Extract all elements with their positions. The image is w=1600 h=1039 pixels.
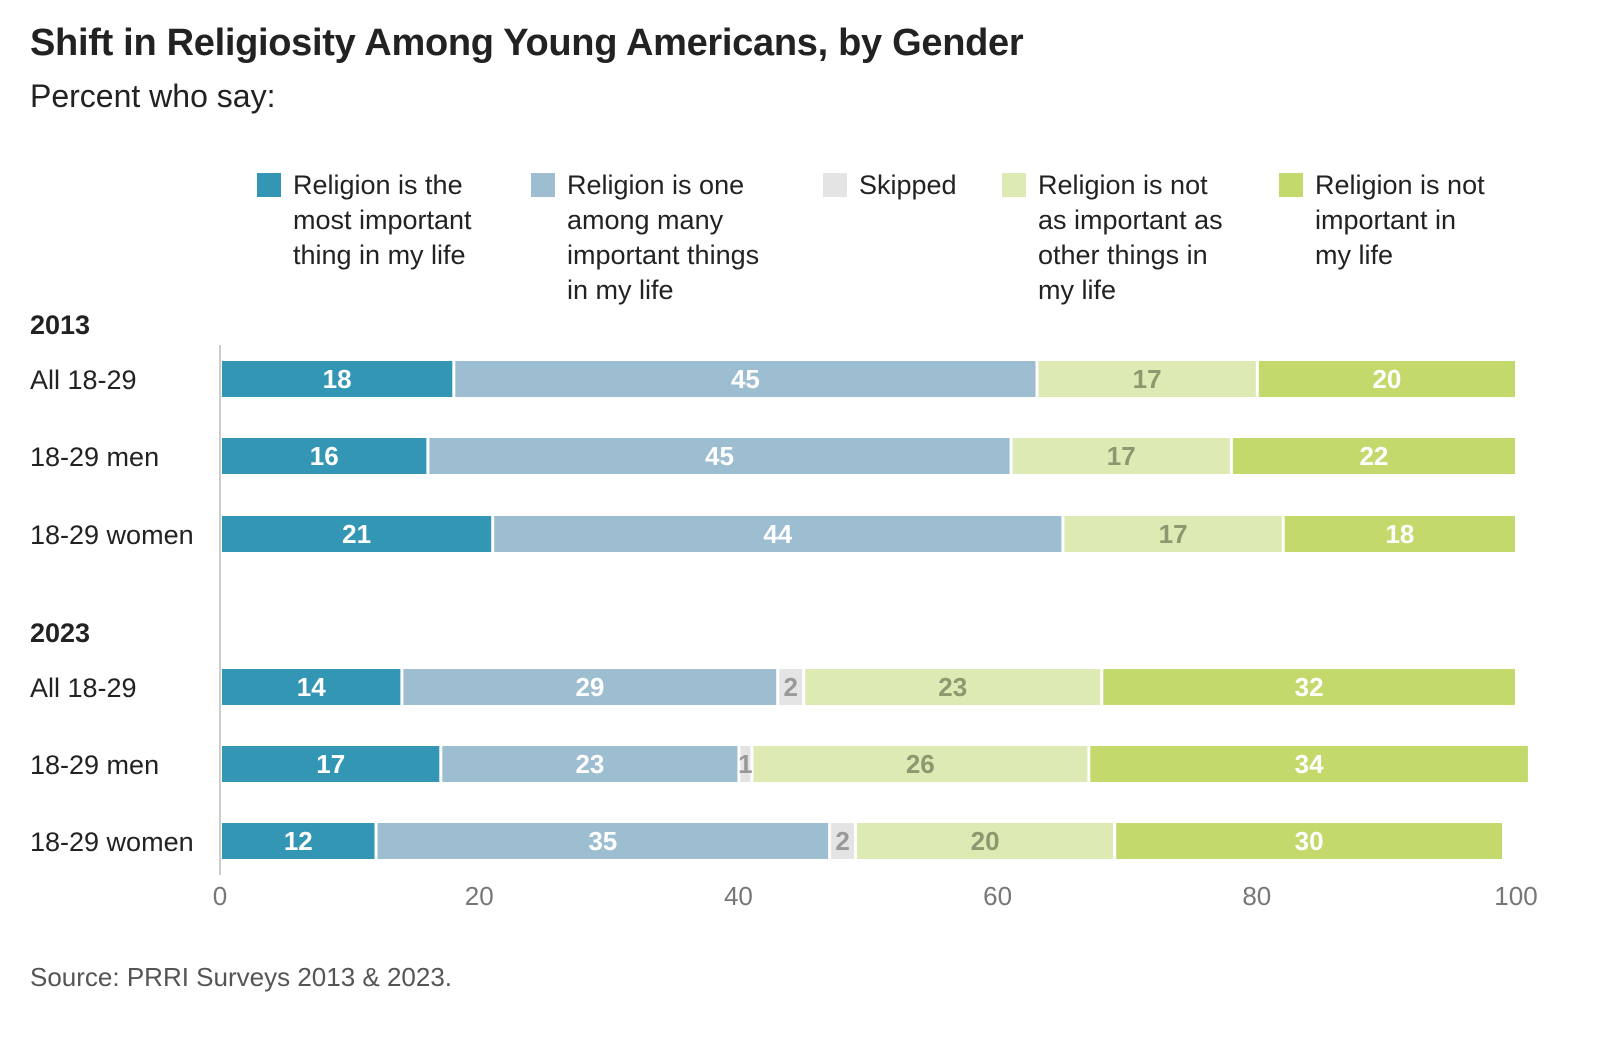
legend-item-skipped: Skipped: [823, 168, 957, 203]
legend-label-not-important: Religion is not important in my life: [1315, 170, 1485, 270]
bar-segment-2023-18-29-men-one_among: [442, 746, 738, 782]
legend-swatch-skipped: [823, 173, 847, 197]
bar-segment-2023-all-18-29-one_among: [403, 669, 777, 705]
category-label-2013-18-29-men: 18-29 men: [30, 442, 159, 472]
bar-segment-2013-18-29-men-one_among: [429, 438, 1010, 474]
bar-segment-2023-18-29-men-most: [222, 746, 440, 782]
legend-label-not-as-important: Religion is not as important as other th…: [1038, 170, 1223, 305]
legend-label-skipped: Skipped: [859, 170, 957, 200]
data-label-2023-all-18-29-not_as: 23: [938, 672, 967, 702]
data-label-2013-18-29-men-most: 16: [310, 441, 339, 471]
bar-segment-2023-all-18-29-most: [222, 669, 401, 705]
bar-segment-2023-18-29-men-not_as: [753, 746, 1088, 782]
bar-segment-2013-18-29-women-not_important: [1284, 516, 1515, 552]
category-label-2023-all-18-29: All 18-29: [30, 673, 137, 703]
data-label-2013-18-29-women-most: 21: [342, 519, 371, 549]
legend-label-most-important: Religion is the most important thing in …: [293, 170, 472, 270]
bar-segment-2013-18-29-men-not_as: [1012, 438, 1230, 474]
category-label-2013-18-29-women: 18-29 women: [30, 520, 194, 550]
x-tick-label-60: 60: [983, 881, 1012, 911]
data-label-2013-18-29-women-one_among: 44: [763, 519, 792, 549]
bar-segment-2023-18-29-women-most: [222, 823, 375, 859]
legend-item-not-as-important: Religion is not as important as other th…: [1002, 168, 1223, 308]
bar-segment-2013-18-29-women-not_as: [1064, 516, 1282, 552]
data-label-2023-all-18-29-not_important: 32: [1295, 672, 1324, 702]
group-label-2023: 2023: [30, 618, 91, 648]
data-label-2023-18-29-women-one_among: 35: [588, 826, 617, 856]
category-label-2023-18-29-men: 18-29 men: [30, 750, 159, 780]
bar-segment-2013-18-29-men-not_important: [1232, 438, 1515, 474]
category-label-2023-18-29-women: 18-29 women: [30, 827, 194, 857]
bars-layer: 18 45 17 20 16 45 17 22 21 44 17 18 14 29 2 23 32 17 23 1 26…: [222, 361, 1528, 859]
group-label-2013: 2013: [30, 310, 91, 340]
legend-swatch-not-important: [1279, 173, 1303, 197]
legend-swatch-most-important: [257, 173, 281, 197]
data-label-2023-18-29-women-skipped: 2: [835, 826, 849, 856]
data-label-2013-18-29-men-not_important: 22: [1359, 441, 1388, 471]
bar-segment-2023-18-29-women-not_important: [1116, 823, 1502, 859]
bar-segment-2013-all-18-29-most: [222, 361, 453, 397]
bar-segment-2023-18-29-women-not_as: [857, 823, 1114, 859]
bar-segment-2023-18-29-men-skipped: [740, 746, 751, 782]
data-label-2023-all-18-29-skipped: 2: [783, 672, 797, 702]
x-tick-label-100: 100: [1494, 881, 1537, 911]
bar-segment-2013-18-29-men-most: [222, 438, 427, 474]
bar-segment-2013-18-29-women-most: [222, 516, 492, 552]
source-note: Source: PRRI Surveys 2013 & 2023.: [30, 962, 453, 992]
data-label-2013-18-29-men-not_as: 17: [1107, 441, 1136, 471]
bar-segment-2023-all-18-29-skipped: [779, 669, 803, 705]
data-label-2023-all-18-29-most: 14: [297, 672, 326, 702]
category-label-2013-all-18-29: All 18-29: [30, 365, 137, 395]
data-label-2013-all-18-29-not_important: 20: [1372, 364, 1401, 394]
data-label-2023-18-29-men-most: 17: [316, 749, 345, 779]
bar-segment-2023-18-29-women-skipped: [831, 823, 854, 859]
data-label-2023-18-29-men-not_important: 34: [1295, 749, 1324, 779]
x-tick-label-40: 40: [724, 881, 753, 911]
chart-title: Shift in Religiosity Among Young America…: [30, 22, 1024, 64]
legend-swatch-not-as-important: [1002, 173, 1026, 197]
data-label-2023-18-29-men-one_among: 23: [575, 749, 604, 779]
bar-segment-2023-all-18-29-not_as: [805, 669, 1101, 705]
data-label-2023-18-29-women-most: 12: [284, 826, 313, 856]
data-label-2013-18-29-women-not_as: 17: [1159, 519, 1188, 549]
x-axis-ticks: 0 20 40 60 80 100: [213, 881, 1538, 911]
category-labels: All 18-29 18-29 men 18-29 women All 18-29 18…: [30, 365, 194, 857]
bar-segment-2023-18-29-men-not_important: [1090, 746, 1528, 782]
x-tick-label-20: 20: [465, 881, 494, 911]
data-label-2013-18-29-men-one_among: 45: [705, 441, 734, 471]
bar-segment-2013-all-18-29-not_as: [1038, 361, 1256, 397]
chart-subtitle: Percent who say:: [30, 78, 276, 114]
legend-item-one-among-many: Religion is one among many important thi…: [531, 168, 759, 308]
bar-segment-2013-all-18-29-one_among: [455, 361, 1036, 397]
data-label-2023-18-29-women-not_important: 30: [1295, 826, 1324, 856]
bar-segment-2013-all-18-29-not_important: [1258, 361, 1515, 397]
data-label-2023-18-29-men-not_as: 26: [906, 749, 935, 779]
data-label-2023-18-29-women-not_as: 20: [971, 826, 1000, 856]
legend-item-most-important: Religion is the most important thing in …: [257, 168, 472, 273]
legend-label-one-among-many: Religion is one among many important thi…: [567, 170, 760, 305]
x-tick-label-80: 80: [1242, 881, 1271, 911]
bar-segment-2023-all-18-29-not_important: [1103, 669, 1515, 705]
bar-segment-2013-18-29-women-one_among: [494, 516, 1062, 552]
data-label-2023-all-18-29-one_among: 29: [575, 672, 604, 702]
data-label-2013-all-18-29-not_as: 17: [1133, 364, 1162, 394]
x-tick-label-0: 0: [213, 881, 227, 911]
data-label-2013-all-18-29-one_among: 45: [731, 364, 760, 394]
data-label-2013-18-29-women-not_important: 18: [1385, 519, 1414, 549]
bar-segment-2023-18-29-women-one_among: [377, 823, 829, 859]
data-label-2023-18-29-men-skipped: 1: [738, 749, 752, 779]
legend-item-not-important: Religion is not important in my life: [1279, 168, 1485, 273]
legend-swatch-one-among-many: [531, 173, 555, 197]
data-label-2013-all-18-29-most: 18: [323, 364, 352, 394]
